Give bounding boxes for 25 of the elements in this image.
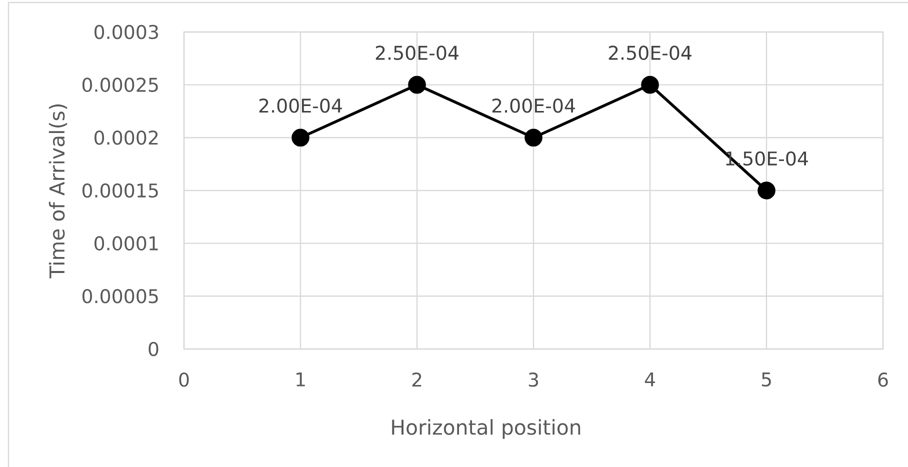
y-tick-label: 0.00025 (82, 78, 158, 92)
y-tick-label: 0.00005 (82, 288, 158, 304)
x-tick-label: 0 (179, 372, 189, 387)
point (524, 128, 542, 147)
x-tick-label: 2 (412, 372, 422, 387)
x-tick-label: 3 (528, 372, 538, 387)
data-label: 2.50E-04 (376, 46, 458, 60)
y-tick-label: 0.0003 (94, 24, 158, 40)
x-tick-label: 5 (762, 372, 771, 387)
point (292, 128, 310, 147)
point (641, 76, 659, 94)
data-label: 2.00E-04 (259, 98, 342, 113)
y-tick-label: 0.0001 (94, 236, 158, 250)
x-tick-label: 4 (644, 372, 655, 386)
x-tick-label: 6 (878, 372, 888, 387)
x-axis-title: Horizontal position (392, 419, 580, 439)
data-label: 2.50E-04 (608, 46, 692, 60)
y-tick-label: 0.0002 (94, 130, 158, 145)
x-tick-label: 1 (296, 372, 305, 386)
point (408, 76, 426, 94)
data-label: 2.00E-04 (492, 98, 575, 113)
y-tick-label: 0 (148, 342, 158, 356)
y-axis-title: Time of Arrival(s) (48, 104, 68, 278)
y-tick-label: 0.00015 (82, 183, 158, 198)
point (758, 182, 776, 200)
